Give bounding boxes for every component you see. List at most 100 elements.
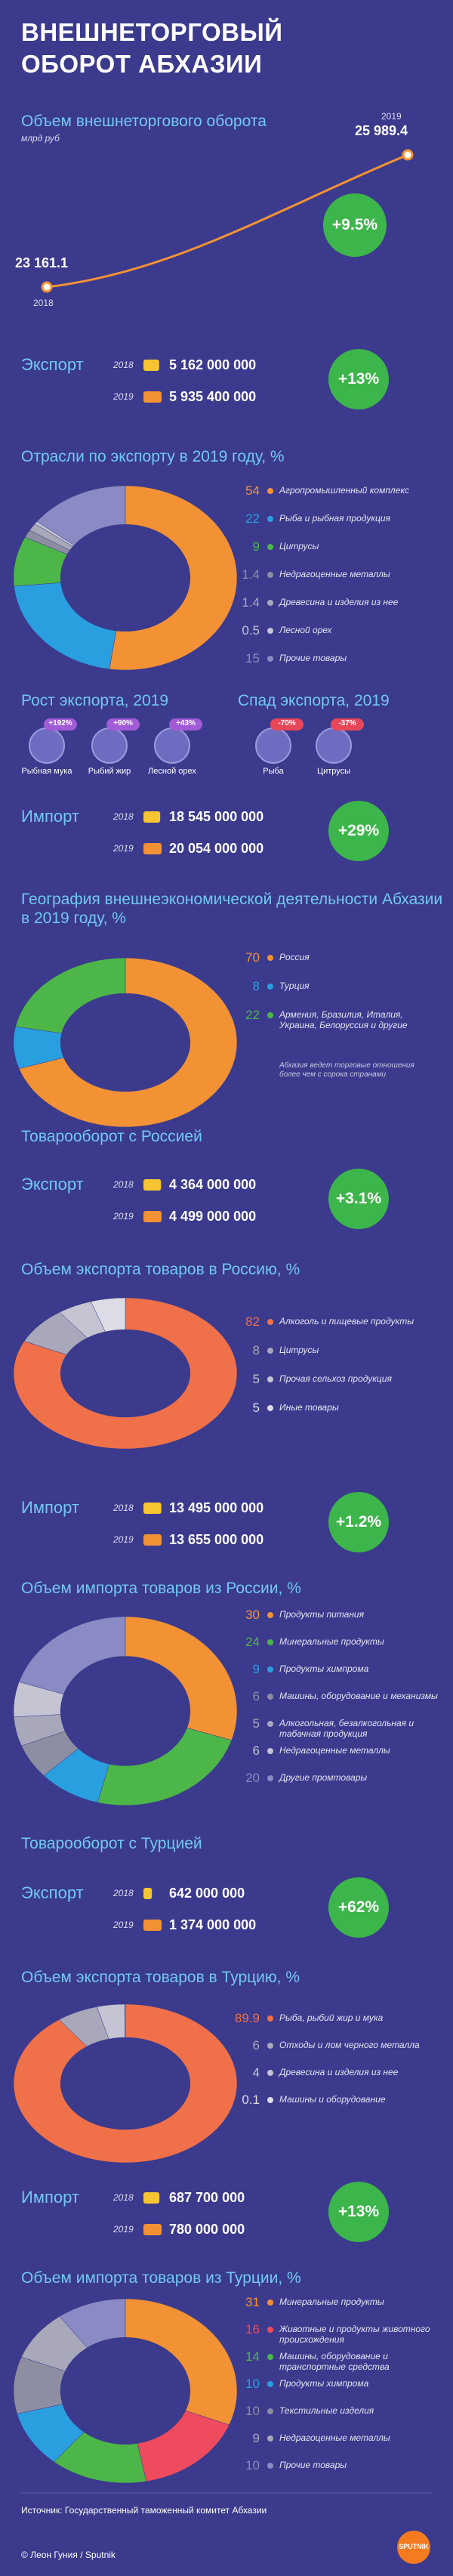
legend-label: Недрагоценные металлы xyxy=(279,1745,390,1756)
legend-label: Продукты питания xyxy=(279,1609,365,1620)
legend-swatch xyxy=(267,600,273,606)
legend-label: Алкоголь и пищевые продукты xyxy=(279,1316,414,1327)
legend-label: Машины, оборудование и механизмы xyxy=(279,1691,438,1701)
legend-swatch xyxy=(267,1666,273,1673)
chart-note: Абхазия ведет торговые отношения более ч… xyxy=(279,1061,414,1079)
legend-label: Недрагоценные металлы xyxy=(279,569,390,579)
chart-title: Объем экспорта товаров в Россию, % xyxy=(21,1261,300,1278)
donut-slice xyxy=(13,1297,238,1450)
product-icon xyxy=(316,727,352,764)
legend-value: 24 xyxy=(245,1635,260,1649)
block-label: Экспорт xyxy=(21,355,84,374)
legend-label: Армения, Бразилия, Италия, Украина, Бело… xyxy=(279,1009,408,1031)
value-bar xyxy=(143,391,162,403)
donut-slice xyxy=(18,1616,126,1694)
chart-title: Объем экспорта товаров в Турцию, % xyxy=(21,1969,300,1986)
change-label: -37% xyxy=(338,719,356,727)
change-pill xyxy=(270,718,304,730)
change-badge xyxy=(328,1877,389,1938)
legend-value: 9 xyxy=(252,2431,260,2445)
change-badge xyxy=(328,2182,389,2242)
legend-label: Турция xyxy=(279,981,310,991)
year-label: 2019 xyxy=(113,1211,134,1222)
legend-swatch xyxy=(267,1694,273,1700)
legend-swatch xyxy=(267,2300,273,2306)
change-badge xyxy=(328,801,389,861)
logo: SPUTNIK xyxy=(399,2543,429,2550)
legend-label: Алкогольная, безалкогольная и табачная п… xyxy=(279,1718,414,1740)
legend-value: 16 xyxy=(245,2322,260,2337)
legend-value: 22 xyxy=(245,1008,260,1022)
legend-value: 10 xyxy=(245,2458,260,2473)
legend-swatch xyxy=(267,2097,273,2103)
product-icon xyxy=(255,727,291,764)
legend-value: 10 xyxy=(245,2377,260,2391)
block-label: Импорт xyxy=(21,2188,79,2207)
legend-value: 5 xyxy=(252,1401,260,1415)
legend-swatch xyxy=(267,1721,273,1727)
value-bar xyxy=(143,811,161,823)
change-label: +43% xyxy=(176,719,196,727)
change-badge xyxy=(323,193,387,257)
change-pill xyxy=(44,718,77,730)
legend-swatch xyxy=(267,1348,273,1354)
trend-line xyxy=(46,153,408,289)
value-label: 13 655 000 000 xyxy=(169,1532,264,1547)
section-heading: Товарооборот с Россией xyxy=(21,1128,202,1145)
value-label: 4 364 000 000 xyxy=(169,1177,257,1192)
year-label: 2018 xyxy=(113,811,134,822)
value-label: 4 499 000 000 xyxy=(169,1209,257,1224)
legend-label: Рыба и рыбная продукция xyxy=(279,513,390,524)
legend-label: Минеральные продукты xyxy=(279,2296,384,2307)
value-label: 1 374 000 000 xyxy=(169,1917,257,1932)
value-bar xyxy=(143,1888,153,1899)
data-point xyxy=(402,149,414,161)
legend-label: Отходы и лом черного металла xyxy=(279,2040,420,2050)
change-label: +90% xyxy=(113,719,133,727)
donut-slice xyxy=(15,957,126,1034)
legend-label: Недрагоценные металлы xyxy=(279,2432,390,2443)
credit: © Леон Гуния / Sputnik xyxy=(21,2550,116,2560)
legend-swatch xyxy=(267,2408,273,2414)
value-label: 642 000 000 xyxy=(169,1886,245,1901)
legend-value: 8 xyxy=(252,979,260,993)
product-name: Цитрусы xyxy=(316,767,351,776)
product-icon xyxy=(154,727,190,764)
donut-slice xyxy=(14,582,117,670)
legend-swatch xyxy=(267,2327,273,2333)
year-label: 2018 xyxy=(113,1888,134,1898)
value-label: 13 495 000 000 xyxy=(169,1500,264,1515)
value-label: 23 161.1 xyxy=(15,255,69,270)
year-label: 2018 xyxy=(113,2192,134,2203)
legend-value: 20 xyxy=(245,1771,260,1785)
value-label: 25 989.4 xyxy=(355,123,408,138)
block-label: Импорт xyxy=(21,1498,79,1517)
change-label: +62% xyxy=(337,1898,380,1916)
donut-slice xyxy=(97,1728,233,1806)
legend-swatch xyxy=(267,1612,273,1618)
legend-value: 31 xyxy=(245,2295,260,2309)
legend-value: 9 xyxy=(252,539,260,554)
year-label: 2018 xyxy=(113,1179,134,1190)
value-bar xyxy=(143,1503,162,1514)
product-name: Рыба xyxy=(263,767,284,776)
legend-label: Прочая сельхоз продукция xyxy=(279,1373,392,1384)
legend-value: 9 xyxy=(252,1662,260,1676)
legend-swatch xyxy=(267,1012,273,1018)
legend-value: 6 xyxy=(252,1689,260,1703)
year-label: 2019 xyxy=(113,2224,134,2235)
logo-mark xyxy=(397,2531,430,2564)
donut-slice xyxy=(125,2298,238,2426)
chart-title: Объем импорта товаров из Турции, % xyxy=(21,2269,301,2287)
legend-swatch xyxy=(267,628,273,634)
legend-label: Иные товары xyxy=(279,1402,339,1413)
change-pill xyxy=(106,718,140,730)
legend-value: 54 xyxy=(245,483,260,498)
legend-value: 89.9 xyxy=(234,2011,260,2025)
change-label: +3.1% xyxy=(335,1190,382,1207)
chart-title: Объем импорта товаров из России, % xyxy=(21,1580,301,1597)
change-label: -70% xyxy=(278,719,296,727)
value-bar xyxy=(143,2224,162,2235)
value-label: 5 162 000 000 xyxy=(169,357,257,372)
